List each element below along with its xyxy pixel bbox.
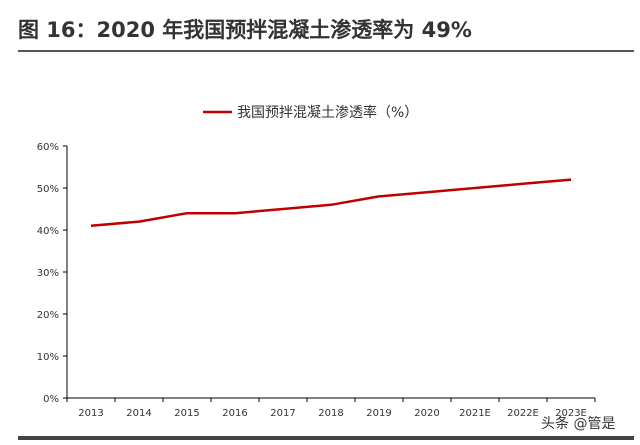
y-tick-label: 50% xyxy=(37,184,59,195)
figure-title: 图 16：2020 年我国预拌混凝土渗透率为 49% xyxy=(18,18,472,42)
x-tick-label: 2016 xyxy=(222,408,247,419)
x-tick-label: 2023E xyxy=(555,408,587,419)
x-tick-label: 2014 xyxy=(126,408,151,419)
bottom-divider xyxy=(18,436,634,440)
x-tick-label: 2017 xyxy=(270,408,295,419)
title-divider xyxy=(18,50,634,52)
y-tick-label: 10% xyxy=(37,352,59,363)
y-tick-label: 30% xyxy=(37,268,59,279)
x-tick-label: 2020 xyxy=(414,408,439,419)
x-tick-label: 2021E xyxy=(459,408,491,419)
y-tick-label: 60% xyxy=(37,142,59,153)
y-tick-label: 40% xyxy=(37,226,59,237)
x-tick-label: 2019 xyxy=(366,408,391,419)
x-tick-label: 2018 xyxy=(318,408,343,419)
legend-label: 我国预拌混凝土渗透率（%） xyxy=(237,104,418,121)
series-line xyxy=(90,178,572,228)
watermark: 头条 @管是 xyxy=(541,416,616,432)
x-tick-label: 2015 xyxy=(174,408,199,419)
x-tick-label: 2013 xyxy=(78,408,103,419)
y-tick-label: 0% xyxy=(43,394,59,405)
y-tick-label: 20% xyxy=(37,310,59,321)
x-tick-label: 2022E xyxy=(507,408,539,419)
